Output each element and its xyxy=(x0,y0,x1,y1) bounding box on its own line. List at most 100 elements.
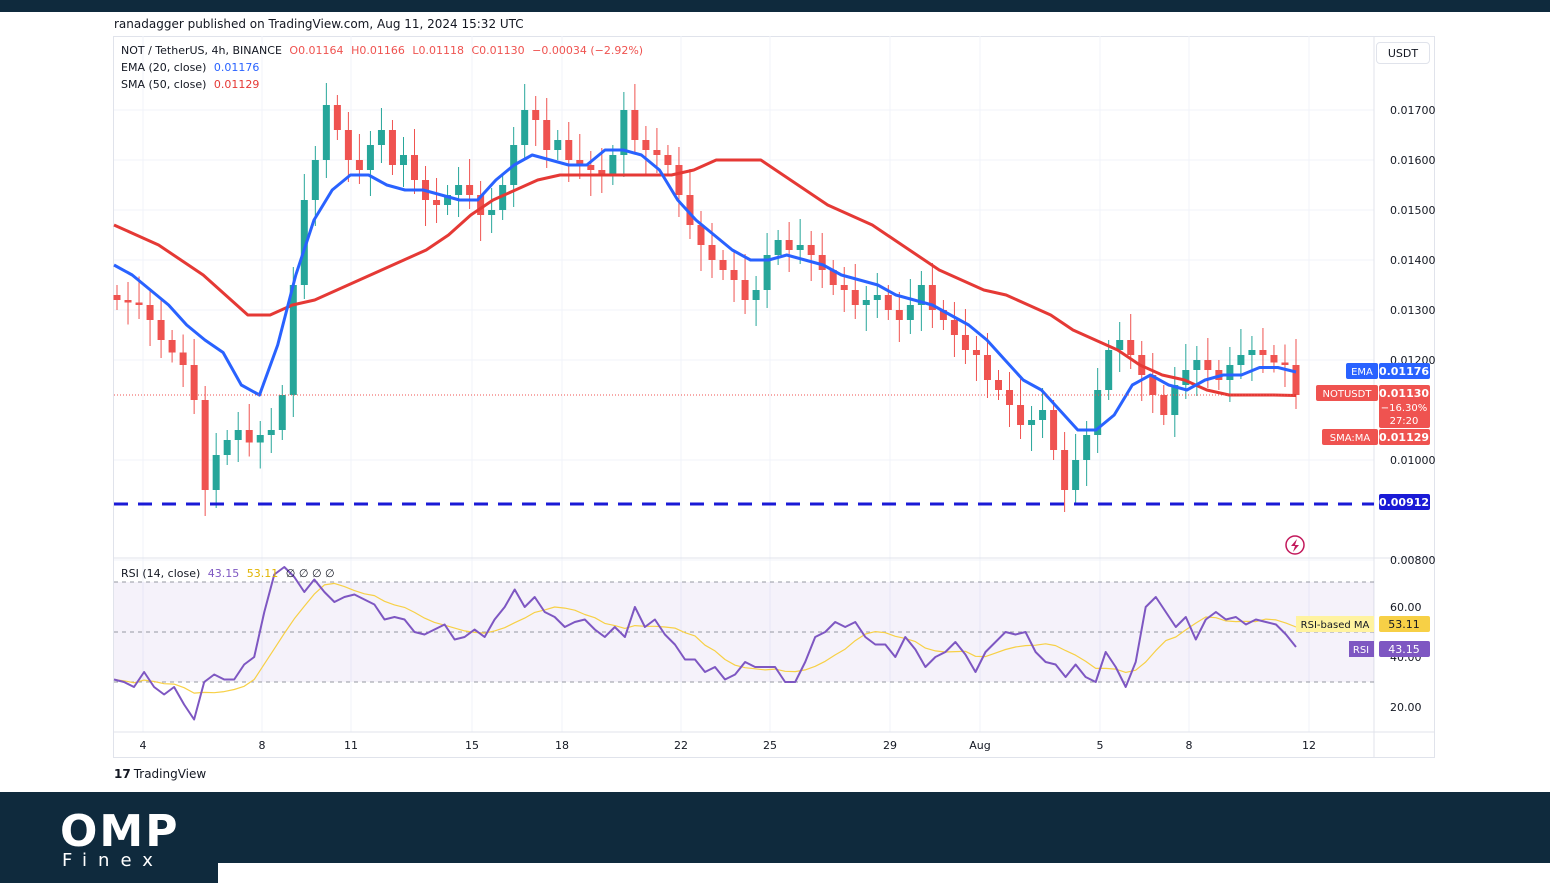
publisher-text: ranadagger published on TradingView.com,… xyxy=(114,17,524,31)
finex-logo: Finex xyxy=(62,850,164,871)
price-tick-label: 0.01600 xyxy=(1390,154,1436,167)
candle-body xyxy=(1237,355,1245,365)
last-price-extra: 27:20 xyxy=(1390,416,1419,427)
ema-label: EMA (20, close) xyxy=(121,61,207,74)
candle-body xyxy=(939,310,947,320)
candle-body xyxy=(1281,362,1289,365)
time-tick-label: 11 xyxy=(344,739,358,752)
sma-value: 0.01129 xyxy=(213,78,260,91)
candle-body xyxy=(686,195,694,225)
sma-price-value-box xyxy=(1379,429,1430,445)
candle-body xyxy=(499,185,507,210)
rsi-value-box xyxy=(1379,641,1430,657)
rsi-tick-label: 20.00 xyxy=(1390,701,1422,714)
sma-price-tag xyxy=(1322,429,1378,445)
price-tick-label: 0.01300 xyxy=(1390,304,1436,317)
last-price-tag xyxy=(1316,385,1378,401)
candle-body xyxy=(862,300,870,305)
candle-body xyxy=(532,110,540,120)
candle-body xyxy=(488,210,496,215)
ema-line xyxy=(113,148,1297,432)
tradingview-logo[interactable]: 17 TradingView xyxy=(114,767,206,781)
candle-body xyxy=(388,130,396,165)
candle-body xyxy=(708,245,716,260)
candle-body xyxy=(972,350,980,355)
candle-body xyxy=(113,295,121,300)
support-price-value: 0.00912 xyxy=(1379,496,1429,509)
candle-body xyxy=(521,110,529,145)
candle-body xyxy=(1006,390,1014,405)
candle-body xyxy=(807,245,815,255)
candle-body xyxy=(697,225,705,245)
candle-body xyxy=(1182,370,1190,385)
candle-body xyxy=(1072,460,1080,490)
candle-body xyxy=(818,255,826,270)
candle-body xyxy=(620,110,628,155)
legend-rsi-row[interactable]: RSI (14, close) 43.15 53.11 ∅ ∅ ∅ ∅ xyxy=(121,567,335,580)
lightning-bolt-icon xyxy=(1291,539,1299,552)
rsi-tag xyxy=(1349,641,1374,657)
time-tick-label: Aug xyxy=(969,739,990,752)
top-bar xyxy=(0,0,1550,12)
ema-price-value-box xyxy=(1379,363,1430,379)
candle-body xyxy=(1017,405,1025,425)
ema-price-value: 0.01176 xyxy=(1379,365,1429,378)
candle-body xyxy=(598,170,606,175)
candle-body xyxy=(201,400,209,490)
rsi-value-label: 43.15 xyxy=(1388,643,1420,656)
ema-price-tag-text: EMA xyxy=(1351,367,1373,378)
candle-body xyxy=(1248,350,1256,355)
rsi-value: 43.15 xyxy=(207,567,240,580)
tradingview-mark-icon: 17 xyxy=(114,767,131,781)
candle-body xyxy=(1094,390,1102,435)
candle-body xyxy=(322,105,330,160)
candle-body xyxy=(366,145,374,170)
candle-body xyxy=(267,430,275,435)
candle-body xyxy=(245,430,253,443)
time-tick-label: 12 xyxy=(1302,739,1316,752)
last-price-extra: −16.30% xyxy=(1381,403,1428,414)
footer-white-strip xyxy=(218,863,1550,883)
time-tick-label: 5 xyxy=(1097,739,1104,752)
candle-body xyxy=(124,300,132,303)
currency-button[interactable]: USDT xyxy=(1376,42,1430,64)
candle-body xyxy=(212,455,220,490)
candle-body xyxy=(311,160,319,200)
sma-price-tag-text: SMA:MA xyxy=(1330,433,1371,444)
rsi-tag-text: RSI xyxy=(1353,645,1369,656)
sma-label: SMA (50, close) xyxy=(121,78,207,91)
candle-body xyxy=(1270,355,1278,363)
candle-body xyxy=(994,380,1002,390)
candle-body xyxy=(917,285,925,305)
last-price-tag-text: NOTUSDT xyxy=(1323,389,1373,400)
candle-body xyxy=(1226,365,1234,380)
legend-symbol-row: NOT / TetherUS, 4h, BINANCE O0.01164 H0.… xyxy=(121,44,643,57)
candle-body xyxy=(234,430,242,440)
last-price-value-box xyxy=(1379,385,1430,428)
candle-body xyxy=(928,285,936,310)
candle-body xyxy=(763,255,771,290)
ema-value: 0.01176 xyxy=(213,61,260,74)
candle-body xyxy=(1204,360,1212,370)
price-tick-label: 0.01500 xyxy=(1390,204,1436,217)
candle-body xyxy=(631,110,639,140)
candle-body xyxy=(829,270,837,285)
candle-body xyxy=(719,260,727,270)
candle-body xyxy=(884,295,892,310)
legend-sma-row[interactable]: SMA (50, close) 0.01129 xyxy=(121,78,259,91)
omp-logo: OMP xyxy=(60,806,180,857)
candle-body xyxy=(576,160,584,165)
candle-body xyxy=(1193,360,1201,370)
lightning-icon xyxy=(1285,535,1305,555)
ohlc-open: O0.01164 xyxy=(289,44,344,57)
candle-body xyxy=(168,340,176,353)
candle-body xyxy=(455,185,463,195)
candle-body xyxy=(642,140,650,150)
ohlc-close: C0.01130 xyxy=(471,44,525,57)
legend-ema-row[interactable]: EMA (20, close) 0.01176 xyxy=(121,61,259,74)
candle-body xyxy=(873,295,881,300)
ema-price-tag xyxy=(1346,363,1378,379)
candle-body xyxy=(1149,375,1157,395)
candle-body xyxy=(906,305,914,320)
